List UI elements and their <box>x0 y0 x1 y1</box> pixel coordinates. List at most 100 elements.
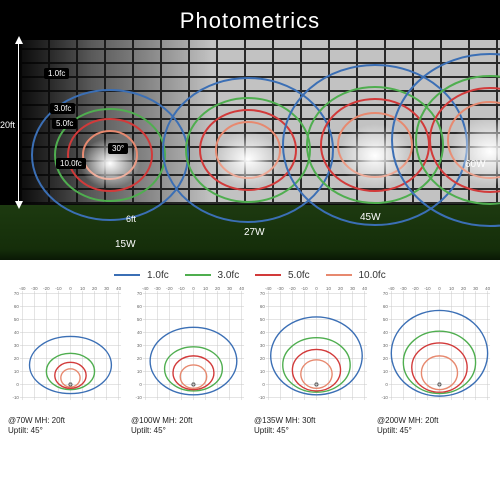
legend: 1.0fc 3.0fc 5.0fc 10.0fc <box>0 270 500 281</box>
svg-text:-10: -10 <box>301 286 308 291</box>
svg-text:70: 70 <box>260 291 265 296</box>
callout: 10.0fc <box>56 158 86 169</box>
svg-text:-40: -40 <box>19 286 26 291</box>
svg-text:-20: -20 <box>166 286 173 291</box>
svg-text:-10: -10 <box>381 395 388 400</box>
svg-text:-30: -30 <box>277 286 284 291</box>
wattage-label: 45W <box>360 212 381 223</box>
svg-text:10: 10 <box>260 369 265 374</box>
svg-text:0: 0 <box>69 286 72 291</box>
svg-text:0: 0 <box>139 382 142 387</box>
svg-text:-10: -10 <box>135 395 142 400</box>
polar-chart: -40-30-20-10010203040-10010203040506070@… <box>252 285 371 436</box>
wattage-label: 60W <box>465 159 486 170</box>
svg-text:-40: -40 <box>388 286 395 291</box>
svg-text:30: 30 <box>383 343 388 348</box>
legend-swatch <box>326 274 352 276</box>
svg-text:30: 30 <box>260 343 265 348</box>
svg-text:60: 60 <box>383 304 388 309</box>
svg-text:50: 50 <box>383 317 388 322</box>
polar-chart: -40 -30 -20 -10 0 10 20 30 40 -10 0 10 20 30 40 50 60 70 @… <box>129 285 248 436</box>
chart-caption: @100W MH: 20ftUptilt: 45° <box>129 414 248 436</box>
svg-text:0: 0 <box>192 286 195 291</box>
svg-text:40: 40 <box>260 330 265 335</box>
svg-text:20: 20 <box>14 356 19 361</box>
callout: 30° <box>108 143 128 154</box>
svg-text:0: 0 <box>315 286 318 291</box>
svg-text:60: 60 <box>137 304 142 309</box>
legend-swatch <box>185 274 211 276</box>
hero-section: Photometrics 20ft <box>0 0 500 260</box>
svg-text:10: 10 <box>203 286 208 291</box>
svg-text:20: 20 <box>260 356 265 361</box>
svg-text:60: 60 <box>14 304 19 309</box>
legend-item: 5.0fc <box>255 270 309 281</box>
polar-chart: -40 -30 -20 -10 0 10 20 30 40 -10 0 10 20 30 40 50 60 70 @… <box>375 285 494 436</box>
svg-text:60: 60 <box>260 304 265 309</box>
svg-text:40: 40 <box>239 286 244 291</box>
legend-item: 10.0fc <box>326 270 386 281</box>
chart-caption: @70W MH: 20ftUptilt: 45° <box>6 414 125 436</box>
svg-text:-10: -10 <box>178 286 185 291</box>
svg-text:-40: -40 <box>142 286 149 291</box>
svg-text:10: 10 <box>449 286 454 291</box>
svg-text:10: 10 <box>80 286 85 291</box>
svg-text:20: 20 <box>137 356 142 361</box>
callout: 1.0fc <box>44 68 69 79</box>
polar-chart: -40 -30 -20 -10 0 10 20 30 40 -10 0 10 20 30 40 50 60 70 @… <box>6 285 125 436</box>
svg-text:50: 50 <box>260 317 265 322</box>
svg-text:-30: -30 <box>400 286 407 291</box>
svg-text:20: 20 <box>383 356 388 361</box>
svg-text:10: 10 <box>14 369 19 374</box>
svg-text:0: 0 <box>438 286 441 291</box>
svg-text:-20: -20 <box>289 286 296 291</box>
svg-text:30: 30 <box>473 286 478 291</box>
svg-text:-10: -10 <box>258 395 265 400</box>
svg-text:20: 20 <box>92 286 97 291</box>
svg-text:50: 50 <box>137 317 142 322</box>
chart-caption: @135W MH: 30ftUptilt: 45° <box>252 414 371 436</box>
legend-swatch <box>255 274 281 276</box>
svg-text:-10: -10 <box>55 286 62 291</box>
svg-text:-10: -10 <box>12 395 19 400</box>
svg-text:-40: -40 <box>265 286 272 291</box>
svg-text:-20: -20 <box>43 286 50 291</box>
svg-text:20: 20 <box>461 286 466 291</box>
callout: 5.0fc <box>52 118 77 129</box>
svg-text:40: 40 <box>116 286 121 291</box>
svg-text:-10: -10 <box>424 286 431 291</box>
svg-text:30: 30 <box>227 286 232 291</box>
svg-text:20: 20 <box>338 286 343 291</box>
svg-text:0: 0 <box>385 382 388 387</box>
svg-text:40: 40 <box>362 286 367 291</box>
legend-item: 1.0fc <box>114 270 168 281</box>
svg-text:30: 30 <box>104 286 109 291</box>
svg-text:30: 30 <box>137 343 142 348</box>
svg-text:0: 0 <box>16 382 19 387</box>
wattage-label: 27W <box>244 227 265 238</box>
svg-text:-20: -20 <box>412 286 419 291</box>
svg-text:30: 30 <box>14 343 19 348</box>
svg-text:70: 70 <box>14 291 19 296</box>
svg-text:10: 10 <box>383 369 388 374</box>
svg-text:30: 30 <box>350 286 355 291</box>
baseline-label: 6ft <box>126 214 136 224</box>
wall-contours <box>0 0 500 260</box>
svg-text:40: 40 <box>383 330 388 335</box>
svg-text:50: 50 <box>14 317 19 322</box>
wattage-label: 15W <box>115 239 136 250</box>
callout: 3.0fc <box>50 103 75 114</box>
svg-text:-30: -30 <box>154 286 161 291</box>
svg-text:40: 40 <box>14 330 19 335</box>
chart-row: -40 -30 -20 -10 0 10 20 30 40 -10 0 10 20 30 40 50 60 70 @… <box>0 285 500 436</box>
chart-caption: @200W MH: 20ftUptilt: 45° <box>375 414 494 436</box>
svg-text:-30: -30 <box>31 286 38 291</box>
svg-text:40: 40 <box>485 286 490 291</box>
svg-text:10: 10 <box>137 369 142 374</box>
svg-text:70: 70 <box>137 291 142 296</box>
svg-text:40: 40 <box>137 330 142 335</box>
svg-text:70: 70 <box>383 291 388 296</box>
svg-text:20: 20 <box>215 286 220 291</box>
legend-swatch <box>114 274 140 276</box>
svg-text:0: 0 <box>262 382 265 387</box>
